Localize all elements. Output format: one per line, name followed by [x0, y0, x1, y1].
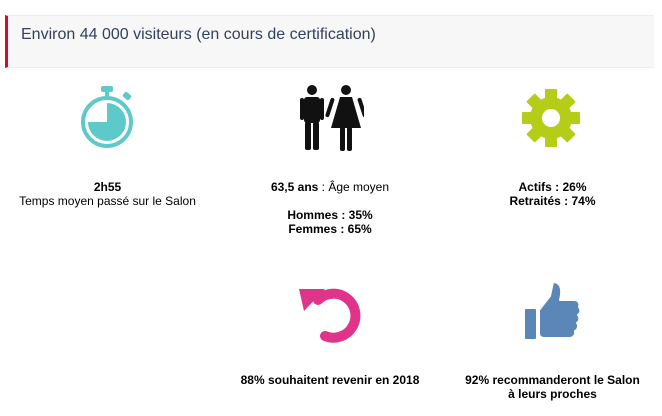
age-value: 63,5 ans — [270, 180, 319, 194]
return-stat: 88% souhaitent revenir en 2018 — [225, 373, 435, 387]
thumbs-up-icon — [523, 281, 582, 341]
recommend-line-2: à leurs proches — [508, 387, 597, 401]
age-label: : Âge moyen — [318, 180, 390, 194]
return-arrow-icon — [299, 288, 361, 343]
recommend-line-1: 92% recommanderont le Salon — [465, 373, 640, 387]
time-stat: 2h55 Temps moyen passé sur le Salon — [0, 180, 215, 208]
retired-percent: Retraités : 74% — [509, 194, 596, 208]
age-stat: 63,5 ans : Âge moyen Hommes : 35% Femmes… — [225, 180, 435, 236]
time-value: 2h55 — [93, 180, 122, 194]
time-label: Temps moyen passé sur le Salon — [19, 194, 196, 208]
stopwatch-icon — [81, 86, 133, 148]
active-percent: Actifs : 26% — [518, 180, 587, 194]
men-percent: Hommes : 35% — [287, 208, 373, 222]
page-title: Environ 44 000 visiteurs (en cours de ce… — [21, 26, 376, 43]
recommend-stat: 92% recommanderont le Salon à leurs proc… — [445, 373, 660, 401]
gear-icon — [522, 89, 580, 147]
women-percent: Femmes : 65% — [288, 222, 372, 236]
return-text: 88% souhaitent revenir en 2018 — [240, 373, 420, 387]
header-banner: Environ 44 000 visiteurs (en cours de ce… — [5, 15, 654, 68]
status-stat: Actifs : 26% Retraités : 74% — [445, 180, 660, 208]
age-line: 63,5 ans : Âge moyen — [225, 180, 435, 194]
man-woman-icon — [300, 85, 364, 151]
